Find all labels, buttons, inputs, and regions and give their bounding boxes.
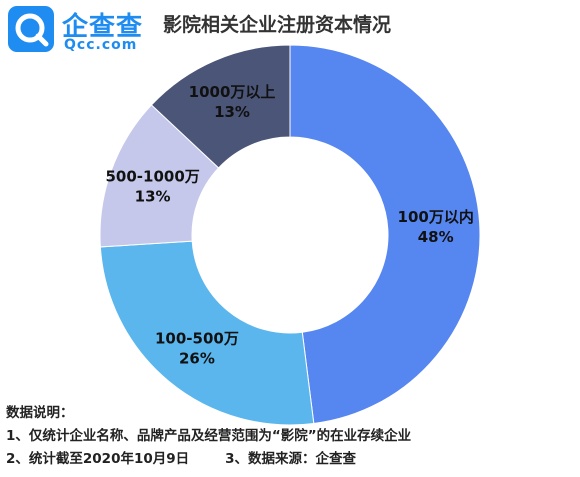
slice-value-2: 13%	[135, 188, 171, 206]
notes-line-2-date: 2、统计截至2020年10月9日	[6, 451, 190, 467]
chart-title: 影院相关企业注册资本情况	[163, 14, 392, 36]
notes-line-2: 2、统计截至2020年10月9日 3、数据来源：企查查	[6, 448, 411, 471]
brand-name-en: Qcc.com	[64, 37, 138, 53]
slice-3	[150, 44, 291, 169]
brand-logo-icon	[8, 6, 54, 52]
slice-label-0: 100万以内	[398, 208, 474, 226]
brand-logo: 企查查 Qcc.com	[8, 6, 144, 54]
slice-value-0: 48%	[418, 228, 454, 246]
slice-label-1: 100-500万	[155, 329, 239, 347]
slice-1	[99, 240, 315, 426]
data-notes: 数据说明： 1、仅统计企业名称、品牌产品及经营范围为“影院”的在业存续企业 2、…	[6, 402, 411, 471]
slice-label-3: 1000万以上	[189, 83, 276, 101]
notes-line-1: 1、仅统计企业名称、品牌产品及经营范围为“影院”的在业存续企业	[6, 428, 412, 444]
notes-heading: 数据说明：	[6, 405, 74, 421]
slice-0	[289, 44, 481, 425]
slice-label-2: 500-1000万	[105, 168, 199, 186]
notes-line-2-source: 3、数据来源：企查查	[225, 451, 357, 467]
slice-value-3: 13%	[214, 103, 250, 121]
brand-name-cn: 企查查	[62, 12, 144, 42]
slice-value-1: 26%	[179, 349, 215, 367]
